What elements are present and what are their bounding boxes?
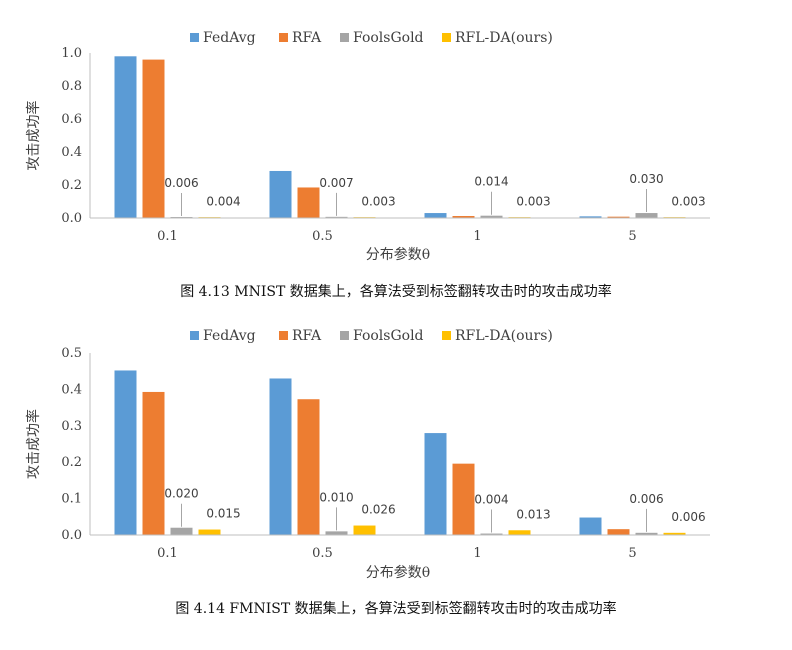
legend-label: FoolsGold — [353, 328, 424, 344]
bar-fedavg — [424, 213, 447, 218]
data-label: 0.020 — [164, 487, 198, 501]
x-tick-label: 5 — [628, 546, 636, 561]
legend-label: FedAvg — [203, 30, 256, 46]
y-tick-label: 0.4 — [61, 382, 82, 397]
y-tick-label: 0.3 — [61, 419, 82, 434]
y-tick-label: 1.0 — [61, 46, 82, 61]
legend-label: FedAvg — [203, 328, 256, 344]
data-label: 0.003 — [671, 195, 705, 209]
data-label: 0.015 — [206, 507, 240, 521]
figure-caption: 图 4.14 FMNIST 数据集上，各算法受到标签翻转攻击时的攻击成功率 — [175, 600, 616, 617]
y-tick-label: 0.4 — [61, 145, 82, 160]
bar-rfa — [297, 399, 320, 535]
bar-foolsgold — [635, 532, 658, 535]
bar-rfa — [142, 391, 165, 535]
y-tick-label: 0.2 — [61, 178, 82, 193]
y-axis-label: 攻击成功率 — [25, 409, 42, 479]
chart-1: 0.0 0.2 0.4 0.6 0.8 1.0 0.1 0.5 1 5 0.006 0.004 0.00… — [25, 30, 710, 300]
bar-foolsgold — [170, 527, 193, 535]
data-label: 0.030 — [629, 172, 663, 186]
legend-swatch — [190, 33, 199, 42]
bar-rfa — [452, 463, 475, 535]
legend-swatch — [340, 33, 349, 42]
y-tick-label: 0.0 — [61, 528, 82, 543]
figure-caption: 图 4.13 MNIST 数据集上，各算法受到标签翻转攻击时的攻击成功率 — [180, 283, 612, 300]
bar-rfldaours — [663, 532, 686, 535]
y-tick-label: 0.8 — [61, 79, 82, 94]
data-label: 0.006 — [164, 176, 198, 190]
bar-fedavg — [114, 370, 137, 535]
x-tick-label: 0.5 — [312, 229, 333, 244]
bar-foolsgold — [325, 216, 348, 218]
data-label: 0.026 — [361, 503, 395, 517]
bar-foolsgold — [480, 533, 503, 535]
data-label: 0.006 — [629, 492, 663, 506]
y-tick-label: 0.1 — [61, 492, 82, 507]
bar-fedavg — [579, 517, 602, 535]
bar-rfldaours — [508, 530, 531, 535]
y-tick-label: 0.0 — [61, 211, 82, 226]
data-label: 0.003 — [361, 195, 395, 209]
data-label: 0.010 — [319, 490, 353, 504]
legend-swatch — [279, 331, 288, 340]
data-label: 0.004 — [474, 493, 508, 507]
bar-rfa — [607, 216, 630, 218]
bar-rfldaours — [198, 529, 221, 535]
y-axis-label: 攻击成功率 — [25, 101, 42, 171]
legend-swatch — [442, 33, 451, 42]
bar-fedavg — [269, 170, 292, 218]
x-axis-label: 分布参数θ — [366, 246, 430, 263]
bar-foolsgold — [635, 213, 658, 218]
x-tick-label: 5 — [628, 229, 636, 244]
y-tick-label: 0.5 — [61, 346, 82, 361]
legend-label: RFL-DA(ours) — [455, 30, 553, 46]
legend-swatch — [279, 33, 288, 42]
legend-label: RFL-DA(ours) — [455, 328, 553, 344]
bar-fedavg — [424, 433, 447, 535]
bar-rfldaours — [353, 525, 376, 535]
bar-fedavg — [579, 216, 602, 218]
data-label: 0.013 — [516, 507, 550, 521]
bar-fedavg — [269, 378, 292, 535]
legend-label: FoolsGold — [353, 30, 424, 46]
data-label: 0.007 — [319, 176, 353, 190]
y-tick-label: 0.2 — [61, 455, 82, 470]
bar-foolsgold — [480, 215, 503, 218]
bar-rfa — [607, 529, 630, 535]
data-label: 0.003 — [516, 195, 550, 209]
x-tick-label: 0.1 — [157, 546, 178, 561]
bar-rfa — [452, 216, 475, 218]
legend-swatch — [442, 331, 451, 340]
data-label: 0.014 — [474, 175, 508, 189]
chart-2: 0.0 0.1 0.2 0.3 0.4 0.5 0.1 0.5 1 5 0.020 0.015 0.01… — [25, 328, 710, 617]
bar-fedavg — [114, 56, 137, 218]
bar-rfa — [297, 187, 320, 218]
legend-label: RFA — [292, 30, 322, 46]
x-tick-label: 1 — [473, 546, 481, 561]
data-label: 0.004 — [206, 194, 240, 208]
x-axis-label: 分布参数θ — [366, 564, 430, 581]
legend-swatch — [190, 331, 199, 340]
y-tick-label: 0.6 — [61, 112, 82, 127]
data-label: 0.006 — [671, 510, 705, 524]
legend-swatch — [340, 331, 349, 340]
bar-rfa — [142, 59, 165, 218]
legend-label: RFA — [292, 328, 322, 344]
bar-foolsgold — [325, 531, 348, 535]
x-tick-label: 0.5 — [312, 546, 333, 561]
x-tick-label: 1 — [473, 229, 481, 244]
x-tick-label: 0.1 — [157, 229, 178, 244]
